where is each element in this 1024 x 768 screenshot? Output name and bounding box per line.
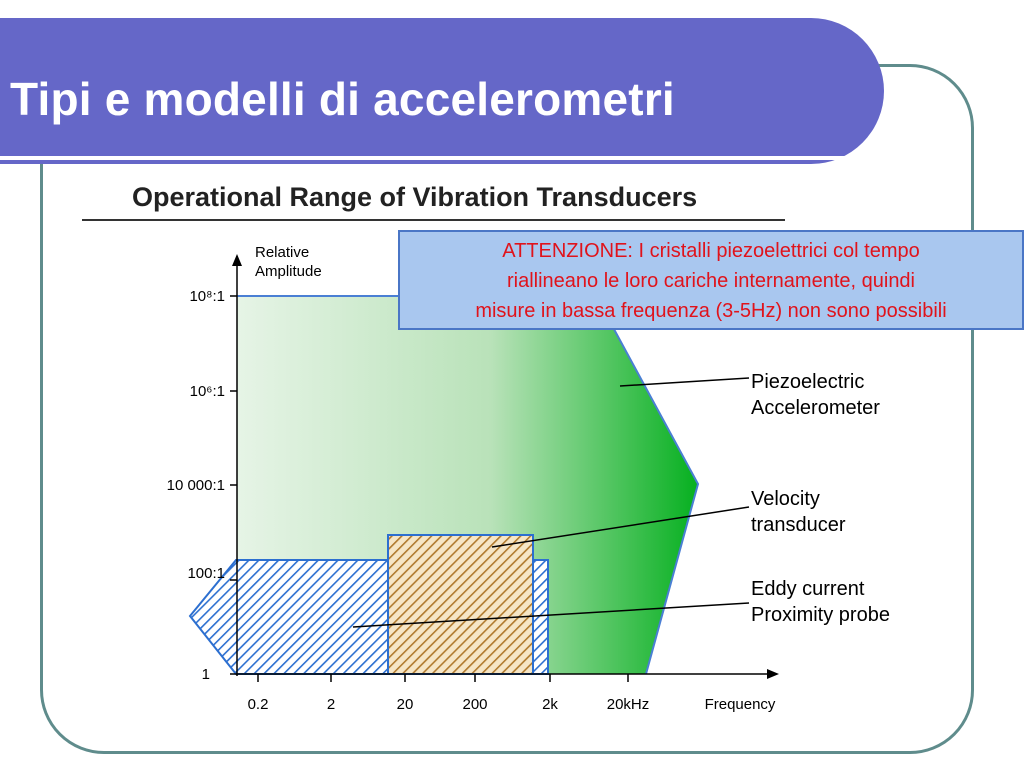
- transducer-range-figure: Operational Range of Vibration Transduce…: [50, 164, 942, 734]
- piezo-label: Accelerometer: [751, 397, 880, 419]
- x-tick-label: 2k: [542, 696, 558, 713]
- title-bar: [0, 18, 884, 164]
- slide-title: Tipi e modelli di accelerometri: [10, 73, 675, 125]
- x-tick-label: 0.2: [248, 696, 269, 713]
- y-tick-label: 10⁶:1: [190, 383, 225, 400]
- y-axis-title: Amplitude: [255, 263, 322, 280]
- x-tick-label: 2: [327, 696, 335, 713]
- callout-line: misure in bassa frequenza (3-5Hz) non so…: [475, 300, 947, 322]
- x-tick-label: 20: [397, 696, 414, 713]
- y-axis-title: Relative: [255, 244, 309, 261]
- x-tick-label: 200: [462, 696, 487, 713]
- y-axis-arrow: [232, 254, 242, 266]
- title-rule: [0, 156, 884, 160]
- warning-callout: ATTENZIONE: I cristalli piezoelettrici c…: [398, 230, 1024, 330]
- callout-line: ATTENZIONE: I cristalli piezoelettrici c…: [502, 240, 920, 262]
- x-axis-title: Frequency: [705, 696, 776, 713]
- velocity-region: [387, 534, 534, 675]
- eddy-label: Eddy current: [751, 578, 865, 600]
- y-tick-label: 10⁸:1: [189, 288, 225, 305]
- eddy-leader: [352, 602, 750, 628]
- piezo-label: Piezoelectric: [751, 371, 864, 393]
- callout-line: riallineano le loro cariche internamente…: [506, 270, 916, 292]
- y-tick-label: 100:1: [187, 565, 225, 582]
- y-tick-label: 1: [202, 666, 210, 683]
- y-tick-label: 10 000:1: [167, 477, 225, 494]
- velocity-label: transducer: [751, 514, 846, 536]
- eddy-label: Proximity probe: [751, 604, 890, 626]
- figure-heading: Operational Range of Vibration Transduce…: [132, 182, 697, 212]
- x-axis-arrow: [767, 669, 779, 679]
- x-tick-label: 20kHz: [607, 696, 650, 713]
- piezo-leader: [619, 377, 750, 387]
- velocity-leader: [491, 506, 750, 548]
- velocity-label: Velocity: [751, 488, 820, 510]
